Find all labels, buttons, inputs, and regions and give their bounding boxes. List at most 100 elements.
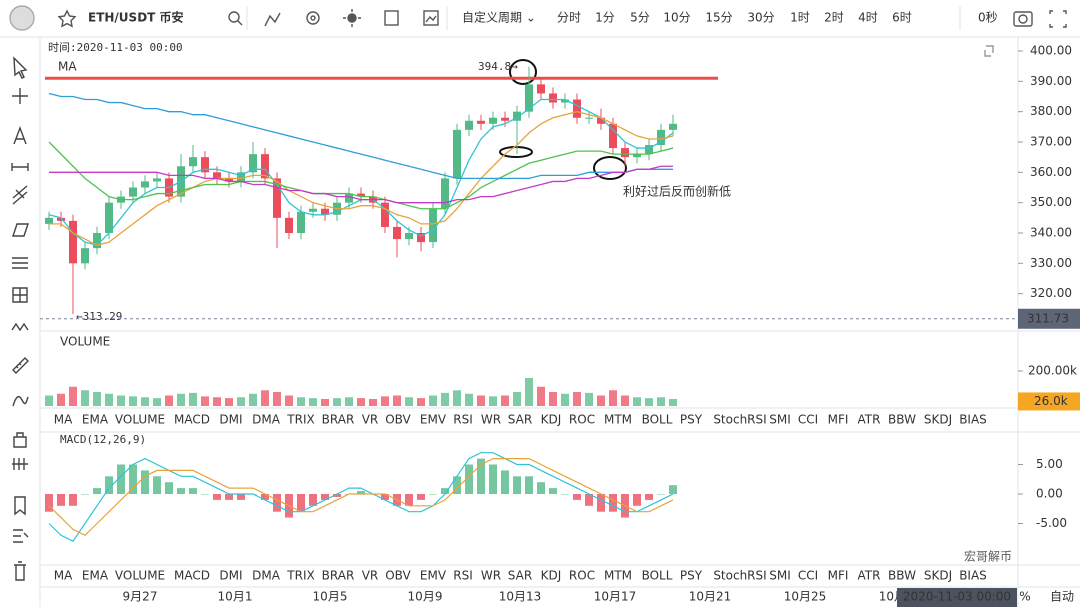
tool-icon[interactable] bbox=[12, 287, 28, 303]
indicator-tab[interactable]: BRAR bbox=[322, 413, 355, 427]
period-button[interactable]: 5分 bbox=[630, 11, 650, 25]
volume-bar bbox=[309, 398, 317, 406]
volume-bar bbox=[153, 398, 161, 406]
indicator-tab[interactable]: BBW bbox=[888, 413, 916, 427]
period-button[interactable]: 10分 bbox=[663, 11, 690, 25]
period-button[interactable]: 4时 bbox=[858, 11, 878, 25]
indicator-tab[interactable]: BRAR bbox=[322, 569, 355, 583]
indicator-tab[interactable]: BBW bbox=[888, 569, 916, 583]
tool-icon[interactable] bbox=[11, 163, 29, 171]
period-button[interactable]: 1时 bbox=[790, 11, 810, 25]
tool-icon[interactable] bbox=[12, 223, 29, 237]
indicator-tab[interactable]: DMA bbox=[252, 413, 281, 427]
tool-icon[interactable] bbox=[13, 529, 29, 543]
indicator-tab[interactable]: KDJ bbox=[541, 413, 562, 427]
tool-icon[interactable] bbox=[12, 458, 28, 470]
indicator-tab[interactable]: VR bbox=[362, 413, 379, 427]
indicator-tab[interactable]: MFI bbox=[828, 569, 849, 583]
indicator-tab[interactable]: TRIX bbox=[286, 413, 314, 427]
symbol[interactable]: ETH/USDT 币安 bbox=[88, 10, 184, 25]
indicator-tab[interactable]: KDJ bbox=[541, 569, 562, 583]
macd-histogram-bar bbox=[573, 494, 581, 500]
y-tick-label: 390.00 bbox=[1030, 74, 1072, 88]
tool-icon[interactable] bbox=[13, 56, 28, 79]
indicator-tab[interactable]: BOLL bbox=[642, 569, 673, 583]
indicator-tab[interactable]: ATR bbox=[858, 569, 881, 583]
tool-icon[interactable] bbox=[12, 88, 28, 104]
tool-icon[interactable] bbox=[12, 257, 28, 269]
indicator-tab[interactable]: SAR bbox=[508, 569, 532, 583]
indicator-tab[interactable]: EMV bbox=[420, 413, 447, 427]
indicator-tab[interactable]: PSY bbox=[680, 569, 703, 583]
volume-bar bbox=[585, 392, 593, 406]
tool-icon[interactable] bbox=[11, 322, 29, 332]
indicator-tab[interactable]: VOLUME bbox=[115, 413, 165, 427]
indicator-tab[interactable]: CCI bbox=[798, 569, 818, 583]
indicator-tab[interactable]: BOLL bbox=[642, 413, 673, 427]
period-button[interactable]: 30分 bbox=[747, 11, 774, 25]
indicator-tab[interactable]: MFI bbox=[828, 413, 849, 427]
indicator-tab[interactable]: DMA bbox=[252, 569, 281, 583]
indicator-tab[interactable]: PSY bbox=[680, 413, 703, 427]
indicator-tab[interactable]: StochRSI bbox=[713, 413, 766, 427]
indicator-tab[interactable]: CCI bbox=[798, 413, 818, 427]
macd-histogram-bar bbox=[501, 470, 509, 494]
period-button[interactable]: 6时 bbox=[892, 11, 912, 25]
indicator-tab[interactable]: WR bbox=[481, 413, 501, 427]
indicator-tab[interactable]: SMI bbox=[769, 569, 791, 583]
indicator-tab[interactable]: OBV bbox=[385, 413, 411, 427]
volume-bar bbox=[513, 392, 521, 406]
indicator-tab[interactable]: MACD bbox=[174, 569, 210, 583]
indicator-tab[interactable]: SKDJ bbox=[924, 413, 952, 427]
last-price-label: 311.73 bbox=[1027, 311, 1069, 325]
indicator-tab[interactable]: DMI bbox=[219, 413, 242, 427]
tool-icon[interactable] bbox=[13, 126, 27, 145]
period-button[interactable]: 1分 bbox=[595, 11, 615, 25]
indicator-tab[interactable]: StochRSI bbox=[713, 569, 766, 583]
tool-icon[interactable] bbox=[12, 185, 28, 205]
period-button[interactable]: 分时 bbox=[557, 11, 581, 25]
indicator-tab[interactable]: MTM bbox=[604, 413, 632, 427]
indicator-tab[interactable]: BIAS bbox=[959, 569, 987, 583]
macd-histogram-bar bbox=[201, 494, 209, 495]
candle-body bbox=[249, 154, 257, 173]
indicator-tab[interactable]: EMA bbox=[82, 413, 109, 427]
indicator-tab[interactable]: WR bbox=[481, 569, 501, 583]
indicator-tab[interactable]: ATR bbox=[858, 413, 881, 427]
volume-bar bbox=[333, 398, 341, 406]
indicator-tab[interactable]: TRIX bbox=[286, 569, 314, 583]
indicator-tab[interactable]: MACD bbox=[174, 413, 210, 427]
indicator-tab[interactable]: VR bbox=[362, 569, 379, 583]
volume-bar bbox=[177, 393, 185, 406]
period-button[interactable]: 2时 bbox=[824, 11, 844, 25]
indicator-tab[interactable]: MTM bbox=[604, 569, 632, 583]
indicator-tab[interactable]: MA bbox=[54, 569, 73, 583]
period-button[interactable]: 15分 bbox=[705, 11, 732, 25]
indicator-tab[interactable]: VOLUME bbox=[115, 569, 165, 583]
tool-icon[interactable] bbox=[14, 496, 26, 516]
toolbar-icons[interactable] bbox=[9, 5, 1067, 57]
tool-icon[interactable] bbox=[13, 432, 27, 448]
indicator-tab[interactable]: SMI bbox=[769, 413, 791, 427]
tool-icon[interactable] bbox=[12, 357, 29, 374]
indicator-tab[interactable]: SKDJ bbox=[924, 569, 952, 583]
indicator-tab[interactable]: ROC bbox=[569, 569, 595, 583]
indicator-tab[interactable]: MA bbox=[54, 413, 73, 427]
indicator-tab[interactable]: BIAS bbox=[959, 413, 987, 427]
period-menu[interactable]: 自定义周期 ⌄ bbox=[462, 10, 536, 25]
indicator-tab[interactable]: RSI bbox=[453, 413, 473, 427]
indicator-tab[interactable]: SAR bbox=[508, 413, 532, 427]
volume-bar bbox=[465, 393, 473, 406]
indicator-tab[interactable]: DMI bbox=[219, 569, 242, 583]
indicator-tab[interactable]: OBV bbox=[385, 569, 411, 583]
tool-icon[interactable] bbox=[12, 395, 29, 407]
percent-scale[interactable]: % bbox=[1019, 590, 1030, 604]
tool-icon[interactable] bbox=[14, 561, 26, 581]
left-toolbar[interactable] bbox=[11, 56, 29, 581]
indicator-tab[interactable]: EMV bbox=[420, 569, 447, 583]
indicator-tab[interactable]: ROC bbox=[569, 413, 595, 427]
indicator-tab[interactable]: RSI bbox=[453, 569, 473, 583]
auto-scale[interactable]: 自动 bbox=[1050, 590, 1074, 604]
candle-body bbox=[237, 172, 245, 182]
indicator-tab[interactable]: EMA bbox=[82, 569, 109, 583]
